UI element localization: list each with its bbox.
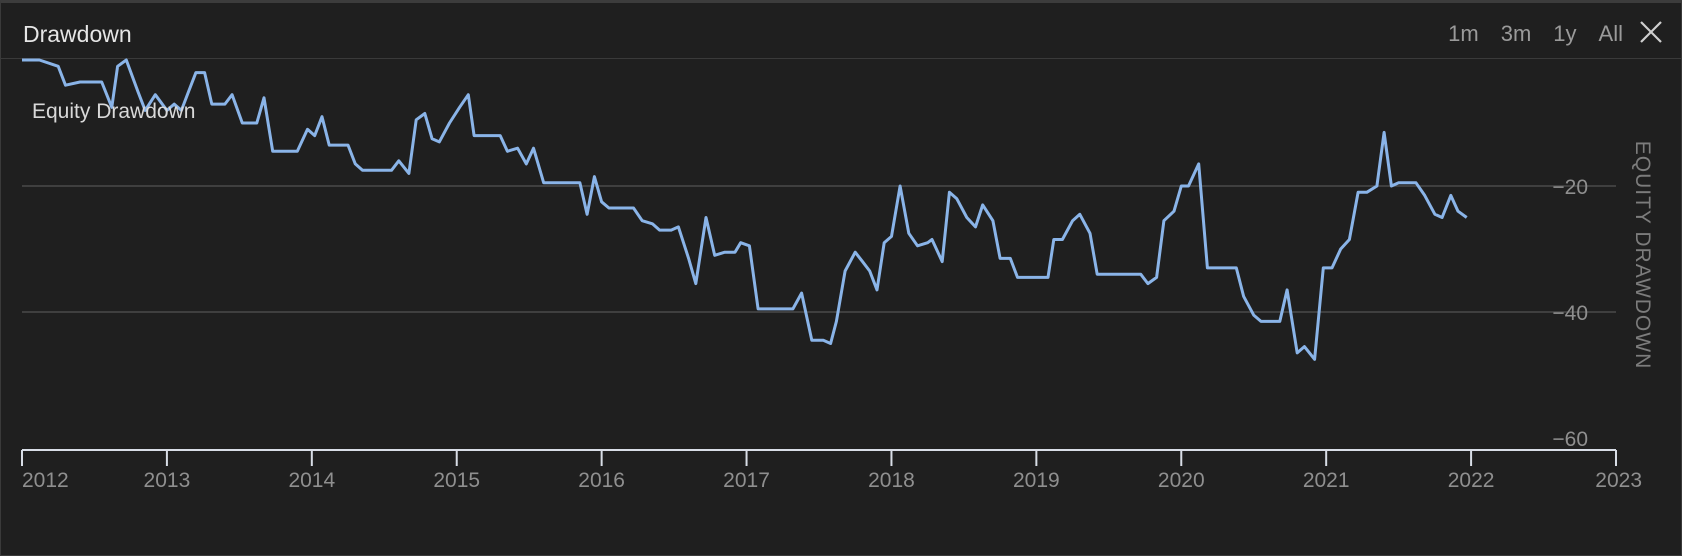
y-axis-title: EQUITY DRAWDOWN [1631,141,1654,370]
x-tick-label: 2021 [1303,469,1350,492]
x-tick-label: 2023 [1595,469,1642,492]
x-tick-label: 2016 [578,469,625,492]
range-selector: 1m 3m 1y All [1448,21,1623,47]
x-tick-label: 2022 [1448,469,1495,492]
x-tick-label: 2015 [433,469,480,492]
x-tick-label: 2012 [22,469,69,492]
x-tick-label: 2013 [144,469,191,492]
y-tick-label: −20 [1552,176,1588,199]
y-tick-label: −40 [1552,302,1588,325]
x-tick-label: 2018 [868,469,915,492]
series-label: Equity Drawdown [32,100,196,123]
range-1y-button[interactable]: 1y [1553,21,1577,46]
range-all-button[interactable]: All [1598,21,1623,46]
equity-drawdown-line [22,58,1468,361]
range-3m-button[interactable]: 3m [1500,21,1532,46]
x-tick-label: 2019 [1013,469,1060,492]
x-tick-label: 2014 [288,469,335,492]
panel-header: Drawdown 1m 3m 1y All [1,3,1681,59]
panel-title: Drawdown [23,21,132,47]
range-1m-button[interactable]: 1m [1448,21,1479,46]
y-tick-label: −60 [1552,428,1588,451]
close-icon[interactable] [1637,18,1665,46]
x-tick-label: 2017 [723,469,770,492]
x-tick-label: 2020 [1158,469,1205,492]
